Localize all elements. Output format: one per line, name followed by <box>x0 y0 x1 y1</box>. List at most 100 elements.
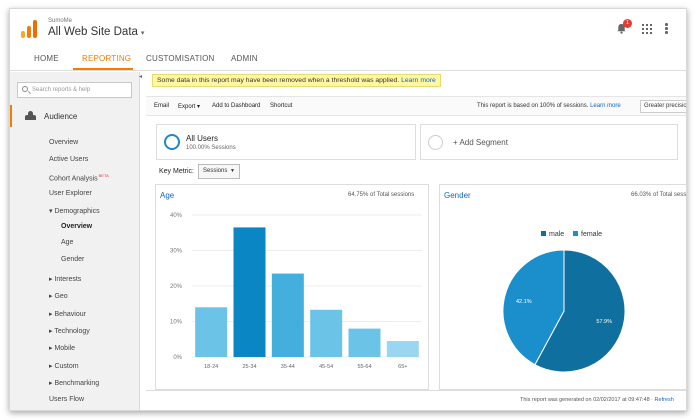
sampling-learn-more-link[interactable]: Learn more <box>590 103 621 109</box>
pie-label-male: 57.9% <box>596 319 612 325</box>
pie-label-female: 42.1% <box>516 299 532 305</box>
sidebar: Search reports & help Audience Overview … <box>10 72 140 410</box>
segment-name: All Users <box>186 134 219 143</box>
legend-swatch-female <box>573 231 578 236</box>
add-to-dashboard-button[interactable]: Add to Dashboard <box>212 103 261 109</box>
top-bar: SumoMe All Web Site Data ▾ 1 <box>10 9 686 47</box>
threshold-notice: Some data in this report may have been r… <box>152 74 441 87</box>
age-y-tick: 30% <box>170 249 183 255</box>
active-section-indicator <box>10 105 12 127</box>
sidebar-item-custom[interactable]: ▸ Custom <box>49 363 79 370</box>
main-nav: HOME REPORTING CUSTOMISATION ADMIN <box>10 47 686 71</box>
notification-badge[interactable]: 1 <box>623 19 632 28</box>
refresh-link[interactable]: Refresh <box>654 397 674 403</box>
key-metric-label: Key Metric: <box>159 168 195 175</box>
age-bar-chart: 0% 10% 20% 30% 40% 18-24 25-34 35-44 45-54 55-64 6… <box>170 213 422 370</box>
search-placeholder: Search reports & help <box>32 87 91 93</box>
age-bar-65+[interactable] <box>386 341 419 357</box>
add-segment-box[interactable]: + Add Segment <box>420 124 678 160</box>
sidebar-item-benchmarking[interactable]: ▸ Benchmarking <box>49 380 100 387</box>
more-vert-icon[interactable] <box>665 23 668 34</box>
notice-text: Some data in this report may have been r… <box>157 77 400 84</box>
email-button[interactable]: Email <box>154 103 170 109</box>
legend-label-female[interactable]: female <box>581 231 602 238</box>
sidebar-item-overview[interactable]: Overview <box>49 139 79 146</box>
app-window: SumoMe All Web Site Data ▾ 1 HOME REPORTI… <box>9 8 687 411</box>
sidebar-item-demographics[interactable]: ▾ Demographics <box>49 208 100 215</box>
property-selector[interactable]: All Web Site Data ▾ <box>48 26 144 38</box>
age-card-title: Age <box>160 191 175 200</box>
beta-badge: BETA <box>98 173 109 178</box>
sidebar-item-gender[interactable]: Gender <box>61 256 85 263</box>
tab-reporting[interactable]: REPORTING <box>82 54 132 63</box>
report-content: Some data in this report may have been r… <box>146 72 687 410</box>
gender-card-meta: 66.03% of Total sess <box>631 192 687 198</box>
pie-slice-male[interactable] <box>534 249 626 373</box>
report-toolbar: Email Export ▾ Add to Dashboard Shortcut… <box>146 96 686 116</box>
age-x-tick: 55-64 <box>357 364 371 370</box>
account-name[interactable]: SumoMe <box>48 18 73 24</box>
shortcut-button[interactable]: Shortcut <box>270 103 293 109</box>
caret-down-icon: ▾ <box>140 30 145 37</box>
age-x-tick: 65+ <box>398 364 407 370</box>
age-bar-55-64[interactable] <box>348 328 381 357</box>
sampling-text: This report is based on 100% of sessions… <box>477 103 589 109</box>
sidebar-item-technology[interactable]: ▸ Technology <box>49 328 90 335</box>
age-bar-18-24[interactable] <box>195 307 228 357</box>
footer-text: This report was generated on 02/02/2017 … <box>520 397 654 403</box>
sidebar-item-active-users[interactable]: Active Users <box>49 156 89 163</box>
search-input[interactable]: Search reports & help <box>17 82 132 98</box>
gender-card-title: Gender <box>444 191 471 200</box>
report-footer: This report was generated on 02/02/2017 … <box>520 397 674 403</box>
sidebar-item-demographics-overview[interactable]: Overview <box>61 223 93 230</box>
segment-all-users[interactable]: All Users 100.00% Sessions <box>156 124 416 160</box>
sidebar-item-age[interactable]: Age <box>61 239 74 246</box>
age-y-tick: 0% <box>173 355 182 361</box>
audience-people-icon <box>25 111 36 120</box>
dropdown-arrow-icon: ▼ <box>230 168 235 174</box>
gender-chart-card: Gender 66.03% of Total sess male female 57… <box>439 184 687 390</box>
tab-home[interactable]: HOME <box>34 54 59 63</box>
sidebar-section-audience[interactable]: Audience <box>44 112 78 121</box>
analytics-logo-icon[interactable] <box>21 20 39 38</box>
search-icon <box>22 86 28 92</box>
sampling-info: This report is based on 100% of sessions… <box>477 103 621 109</box>
pie-slice-female[interactable] <box>502 249 565 366</box>
active-tab-indicator <box>73 68 133 70</box>
property-name: All Web Site Data <box>48 26 138 38</box>
sidebar-item-user-explorer[interactable]: User Explorer <box>49 190 92 197</box>
age-x-tick: 18-24 <box>204 364 218 370</box>
sidebar-item-users-flow[interactable]: Users Flow <box>49 396 85 403</box>
segment-sessions: 100.00% Sessions <box>186 145 236 151</box>
age-bar-35-44[interactable] <box>271 273 304 357</box>
legend-label-male[interactable]: male <box>549 231 564 238</box>
notice-learn-more-link[interactable]: Learn more <box>401 77 436 84</box>
age-bar-25-34[interactable] <box>233 227 266 357</box>
apps-grid-icon[interactable] <box>642 24 652 34</box>
sidebar-item-cohort-analysis[interactable]: Cohort AnalysisBETA <box>49 173 109 182</box>
age-chart-card: Age 64.75% of Total sessions 0% 10% 20% 30%… <box>155 184 429 390</box>
footer-divider <box>146 390 686 391</box>
legend-swatch-male <box>541 231 546 236</box>
key-metric-value: Sessions <box>203 168 228 174</box>
age-x-tick: 25-34 <box>242 364 256 370</box>
export-button[interactable]: Export ▾ <box>178 104 201 110</box>
age-x-tick: 35-44 <box>281 364 295 370</box>
sidebar-item-geo[interactable]: ▸ Geo <box>49 293 68 300</box>
sidebar-item-label: Cohort Analysis <box>49 175 98 183</box>
precision-select[interactable]: Greater precisio <box>640 100 686 113</box>
sidebar-item-behaviour[interactable]: ▸ Behaviour <box>49 311 86 318</box>
age-y-tick: 10% <box>170 320 183 326</box>
age-card-meta: 64.75% of Total sessions <box>348 192 415 198</box>
tab-customisation[interactable]: CUSTOMISATION <box>146 54 215 63</box>
add-segment-label: + Add Segment <box>453 138 508 147</box>
tab-admin[interactable]: ADMIN <box>231 54 258 63</box>
gender-pie-chart: male female 57.9% 42.1% <box>502 231 626 373</box>
age-bar-45-54[interactable] <box>310 309 343 357</box>
age-y-tick: 20% <box>170 284 183 290</box>
sidebar-item-mobile[interactable]: ▸ Mobile <box>49 345 76 352</box>
segment-ring-icon <box>164 134 180 150</box>
sidebar-item-interests[interactable]: ▸ Interests <box>49 276 82 283</box>
key-metric-select[interactable]: Sessions ▼ <box>198 164 240 179</box>
collapse-sidebar-icon[interactable]: ◂ <box>139 74 143 80</box>
